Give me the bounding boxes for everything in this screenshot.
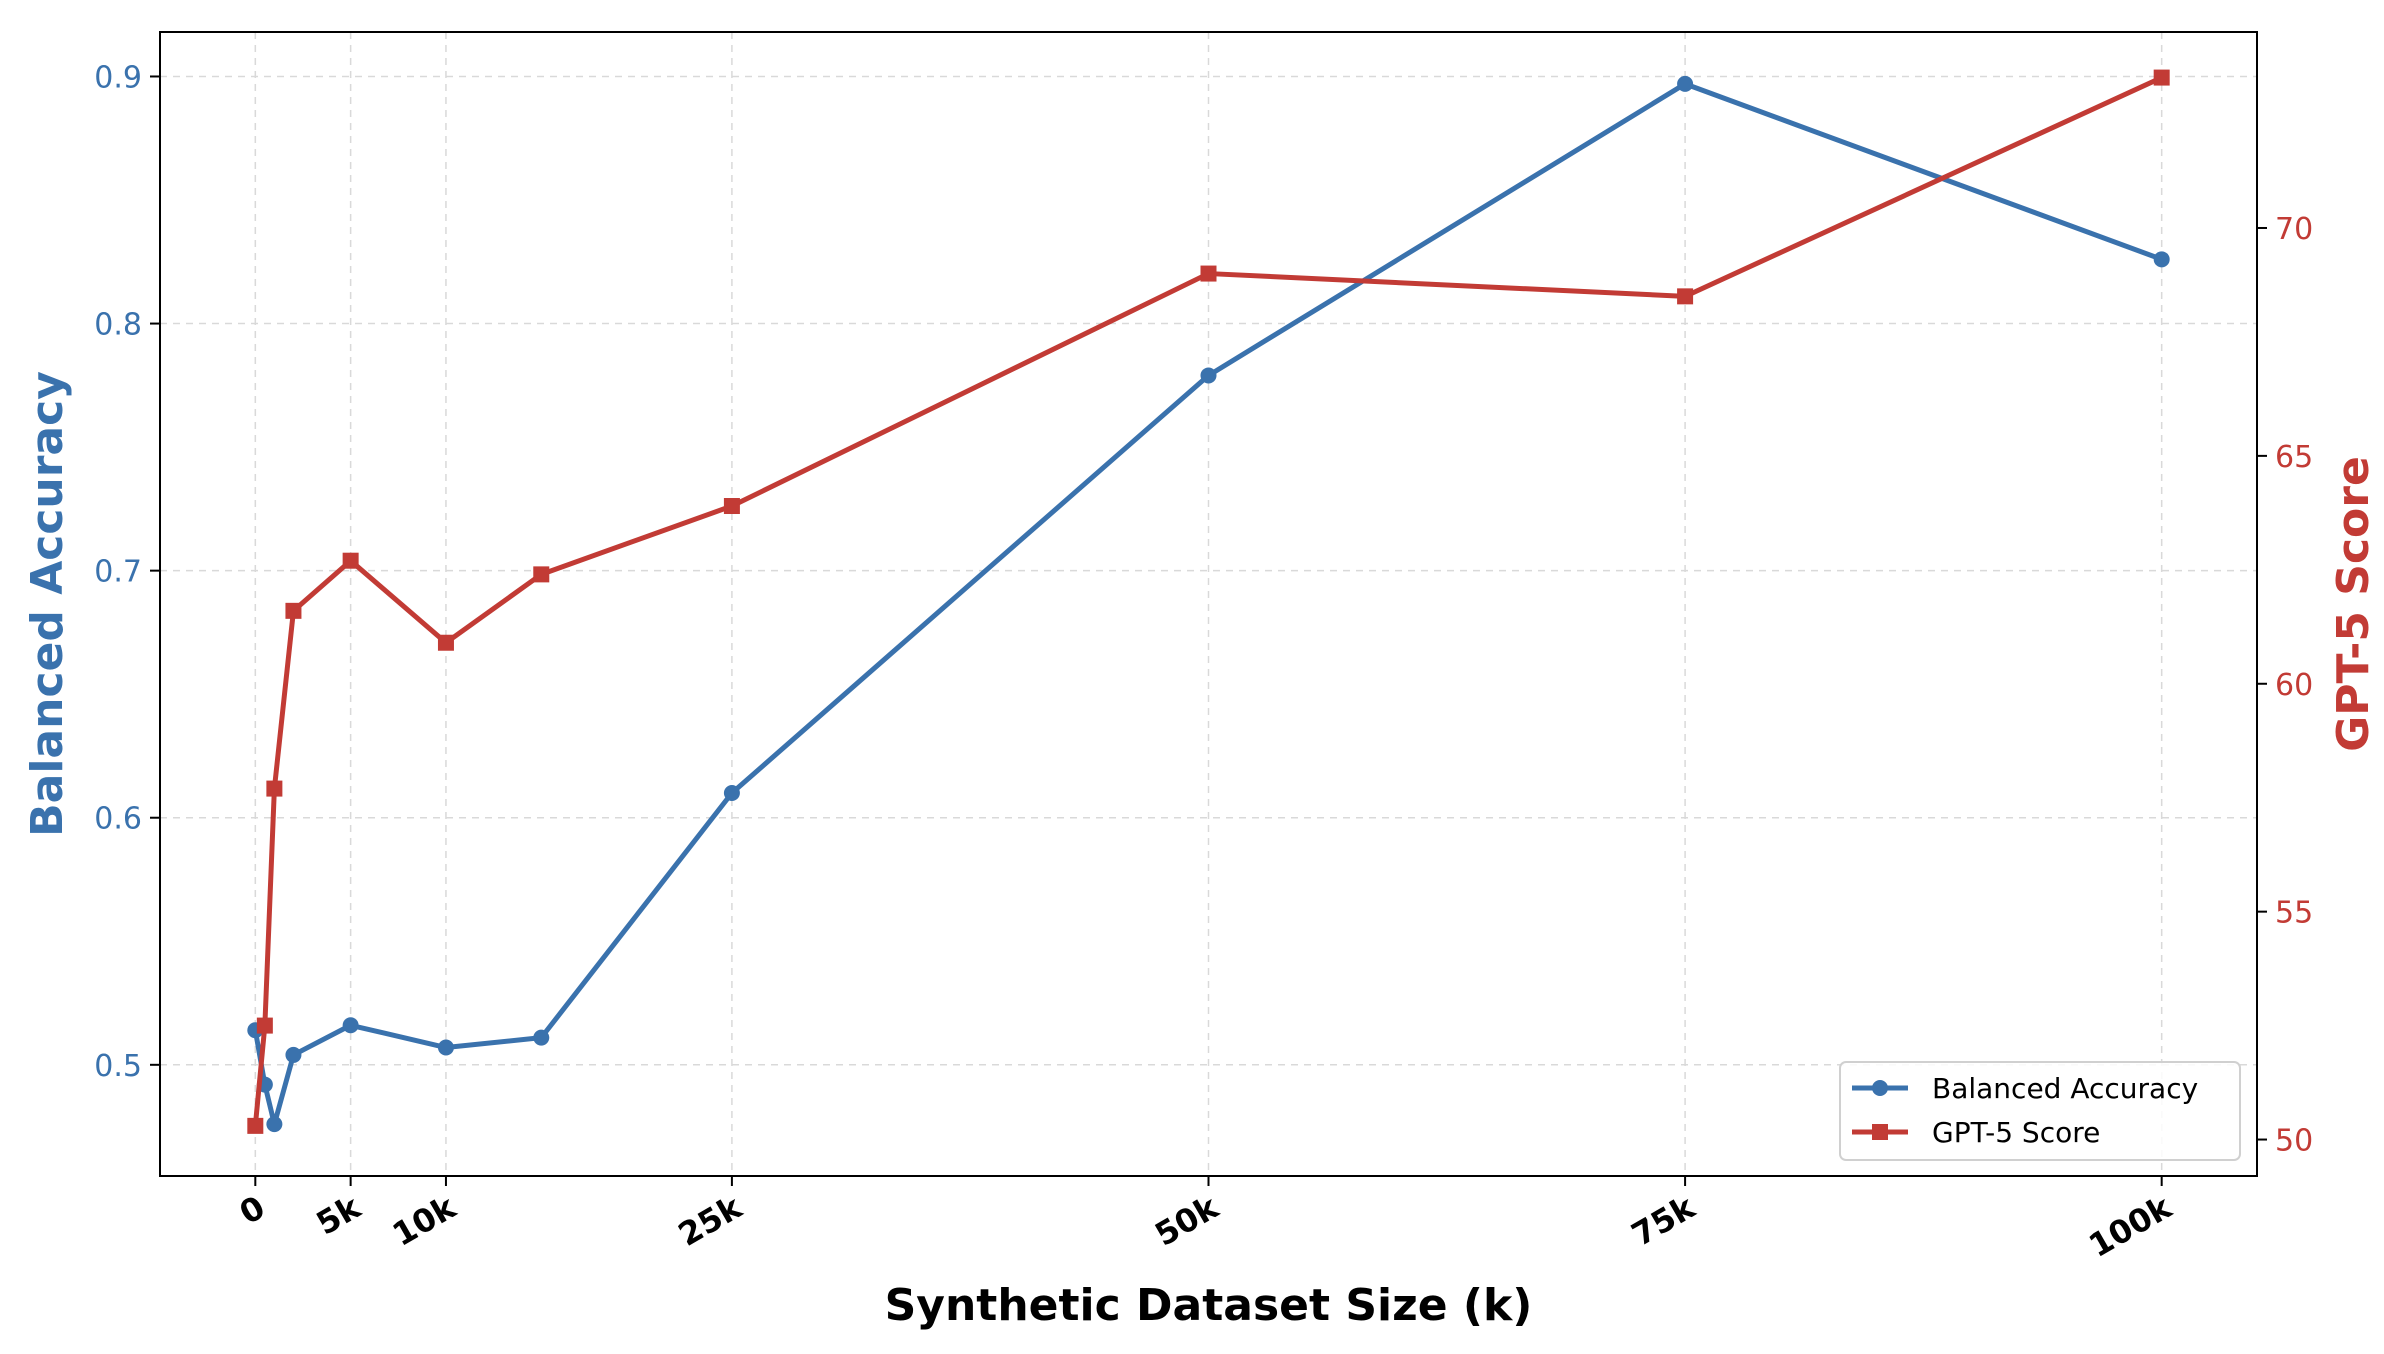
data-point (342, 552, 359, 569)
y-left-tick-label: 0.5 (94, 1049, 142, 1084)
y-axis-left: 0.5 0.6 0.7 0.8 0.9 (94, 60, 160, 1084)
data-point (2153, 69, 2170, 86)
legend-box (1839, 1061, 2241, 1161)
y-right-tick-label: 60 (2275, 668, 2313, 703)
data-point (342, 1017, 359, 1034)
data-point (1200, 265, 1217, 282)
y-axis-right-title: GPT-5 Score (2328, 456, 2379, 752)
data-point (437, 634, 454, 651)
x-axis-title: Synthetic Dataset Size (k) (885, 1280, 1533, 1331)
data-point (437, 1039, 454, 1056)
data-point (2153, 251, 2170, 268)
y-right-tick-label: 70 (2275, 212, 2313, 247)
data-point (533, 1029, 550, 1046)
data-point (723, 785, 740, 802)
y-left-tick-label: 0.7 (94, 555, 142, 590)
data-point (285, 1046, 302, 1063)
legend-label-gpt5-score: GPT-5 Score (1932, 1116, 2100, 1149)
data-point (247, 1117, 264, 1134)
data-point (266, 780, 283, 797)
data-point (1677, 75, 1694, 92)
data-point (1677, 288, 1694, 305)
series-gpt-5-score (247, 69, 2170, 1134)
y-left-tick-label: 0.9 (94, 60, 142, 95)
legend: Balanced Accuracy GPT-5 Score (1839, 1061, 2241, 1161)
y-right-tick-label: 55 (2275, 896, 2313, 931)
y-right-tick-label: 50 (2275, 1124, 2313, 1159)
y-left-tick-label: 0.6 (94, 802, 142, 837)
legend-label-balanced-accuracy: Balanced Accuracy (1932, 1072, 2198, 1105)
data-point (1200, 367, 1217, 384)
data-point (533, 566, 550, 583)
data-point (285, 602, 302, 619)
y-right-tick-label: 65 (2275, 440, 2313, 475)
legend-marker-gpt5-score (1872, 1124, 1888, 1140)
y-axis-left-title: Balanced Accuracy (22, 371, 73, 837)
series-layer (247, 69, 2170, 1134)
y-axis-right: 50 55 60 65 70 (2257, 212, 2313, 1159)
data-point (723, 498, 740, 515)
y-left-tick-label: 0.8 (94, 308, 142, 343)
data-point (266, 1116, 283, 1133)
legend-marker-balanced-accuracy (1872, 1080, 1888, 1096)
data-point (256, 1017, 273, 1034)
